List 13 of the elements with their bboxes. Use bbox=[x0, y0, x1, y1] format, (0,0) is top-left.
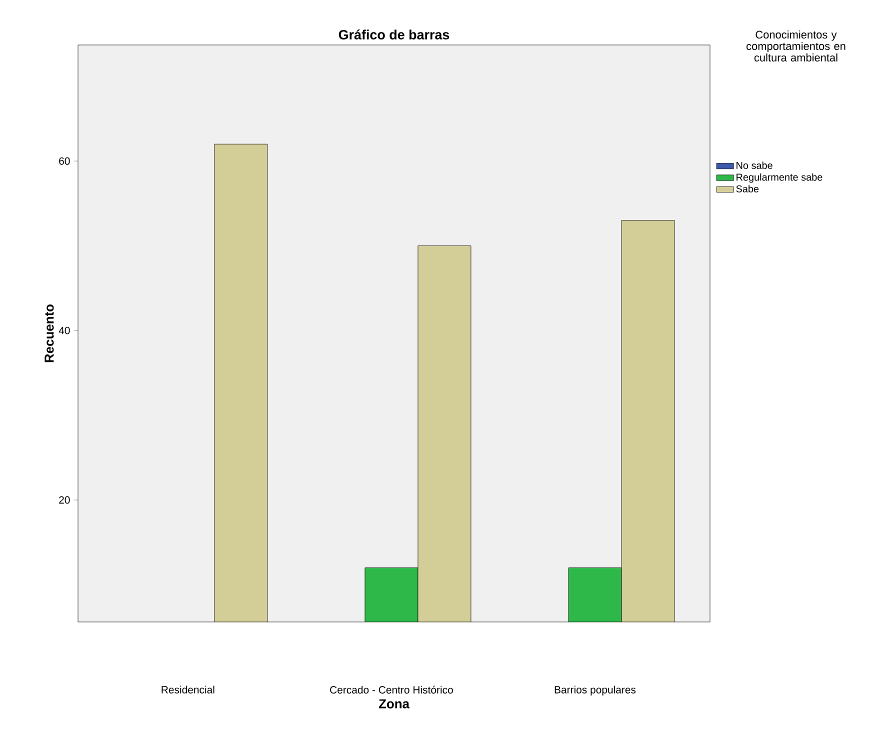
y-tick-label: 60 bbox=[59, 157, 70, 165]
y-tick-label: 40 bbox=[58, 326, 70, 334]
legend-title: Conocimientos y comportamientos en cultura ambiental bbox=[746, 30, 846, 62]
legend-label: No sabe bbox=[736, 162, 772, 169]
chart-title: Gráfico de barras bbox=[338, 29, 450, 40]
x-tick-label: Barrios populares bbox=[554, 686, 636, 696]
x-tick-label: Cercado - Centro Histórico bbox=[330, 686, 453, 694]
legend-label: Sabe bbox=[736, 185, 759, 192]
y-axis-title: Recuento bbox=[44, 304, 54, 362]
x-axis-title: Zona bbox=[378, 699, 410, 708]
y-tick-label: 20 bbox=[59, 496, 70, 504]
legend-label: Regularmente sabe bbox=[736, 173, 822, 183]
x-tick-label: Residencial bbox=[162, 686, 214, 694]
